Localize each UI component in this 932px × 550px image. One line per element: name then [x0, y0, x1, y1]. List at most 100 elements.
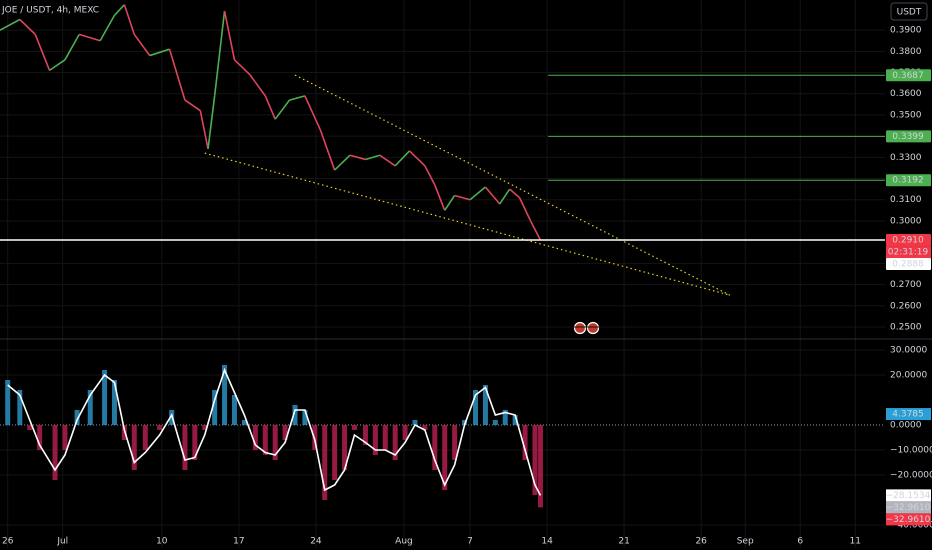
histogram-bar [351, 425, 357, 430]
histogram-bar [392, 425, 398, 460]
histogram-bar [372, 425, 378, 455]
x-tick-label: Sep [737, 537, 754, 547]
histogram-bar [182, 425, 188, 470]
histogram-bar [402, 425, 408, 440]
y-tick-label: 0.3800 [890, 47, 922, 57]
price-segment [454, 194, 471, 201]
trendline [204, 152, 730, 296]
price-segment [518, 197, 532, 222]
y-tick-label: 30.0000 [890, 346, 927, 356]
price-segment [319, 129, 336, 171]
other-price-label: 0.2888 [892, 260, 924, 270]
histogram-bar [102, 370, 108, 425]
histogram-bar [192, 425, 198, 460]
price-segment [249, 74, 266, 97]
histogram-bar [87, 390, 93, 425]
histogram-bar [342, 425, 348, 470]
price-segment [394, 150, 411, 167]
histogram-bar [302, 410, 308, 425]
price-segment [79, 33, 101, 42]
x-tick-label: 26 [695, 537, 707, 547]
histogram-bar [37, 425, 43, 450]
trendline [294, 74, 731, 296]
price-segment [304, 95, 322, 131]
price-segment [274, 99, 291, 120]
currency-button-label[interactable]: USDT [897, 8, 922, 18]
x-tick-label: 21 [618, 537, 629, 547]
histogram-bar [502, 410, 508, 425]
value-label: −32.9610 [886, 503, 931, 513]
x-tick-label: 17 [233, 537, 244, 547]
countdown: 02:31:19 [888, 248, 929, 258]
value-label: −32.9610 [886, 515, 931, 525]
x-tick-label: 11 [850, 537, 861, 547]
y-tick-label: 0.2600 [890, 301, 922, 311]
level-label: 0.3687 [892, 71, 924, 81]
price-segment [168, 48, 186, 101]
price-segment [349, 154, 366, 161]
histogram-bar [512, 415, 518, 425]
price-segment [19, 18, 36, 35]
histogram-bar [482, 385, 488, 425]
histogram-bar [362, 425, 368, 445]
event-flags [573, 321, 600, 335]
value-label-box [886, 513, 931, 526]
value-label: 4.3785 [892, 410, 924, 420]
price-segment [149, 48, 170, 57]
price-segment [408, 150, 426, 167]
x-tick-label: 6 [797, 537, 803, 547]
level-label-box [886, 130, 931, 143]
y-tick-label: −10.0000 [890, 446, 932, 456]
event-flag[interactable] [573, 321, 587, 335]
histogram-bar [532, 425, 538, 495]
price-segment [213, 10, 226, 96]
histogram-bar [522, 425, 528, 460]
histogram-bar [74, 410, 80, 425]
price-segment [424, 165, 436, 186]
x-tick-label: Jul [56, 537, 68, 547]
histogram-bar [292, 405, 298, 425]
x-tick-label: 7 [467, 537, 473, 547]
histogram-bar [452, 425, 458, 460]
y-tick-label: −40.0000 [890, 521, 932, 531]
histogram-bar [322, 425, 328, 500]
histogram-bar [442, 425, 448, 490]
price-segment [499, 188, 511, 205]
price-segment [334, 154, 351, 171]
histogram-bar [62, 425, 68, 450]
y-tick-label: 0.0000 [890, 421, 922, 431]
price-segment [223, 10, 236, 60]
price-segment [49, 59, 66, 72]
countdown-box [886, 246, 931, 259]
y-tick-label: 0.3300 [890, 153, 922, 163]
signal-line [7, 367, 542, 496]
symbol-title: JOE / USDT, 4h, MEXC [1, 6, 99, 16]
y-tick-label: 20.0000 [890, 371, 927, 381]
histogram-bar [241, 420, 247, 425]
x-tick-label: 24 [310, 537, 322, 547]
x-tick-label: 10 [156, 537, 168, 547]
price-segment [529, 220, 542, 241]
histogram-bar [5, 380, 11, 425]
histogram-bar [212, 390, 218, 425]
y-tick-label: 0.2700 [890, 280, 922, 290]
x-tick-label: 26 [2, 537, 14, 547]
histogram-bar [412, 420, 418, 425]
histogram-bar [282, 425, 288, 440]
price-segment [64, 33, 80, 61]
price-segment [199, 110, 209, 150]
other-price-label-box [886, 258, 931, 271]
value-label-box [886, 489, 931, 502]
currency-button[interactable] [890, 2, 928, 21]
histogram-bar [432, 425, 438, 470]
y-tick-label: 0.3000 [890, 216, 922, 226]
histogram-bar [332, 425, 338, 480]
histogram-bar [202, 425, 208, 430]
histogram-bar [537, 425, 543, 508]
price-segment [434, 184, 446, 211]
event-flag[interactable] [586, 321, 600, 335]
current-price-label-box [886, 234, 931, 247]
histogram-bar [262, 425, 268, 455]
histogram-bar [17, 390, 23, 425]
price-segment [123, 4, 136, 35]
